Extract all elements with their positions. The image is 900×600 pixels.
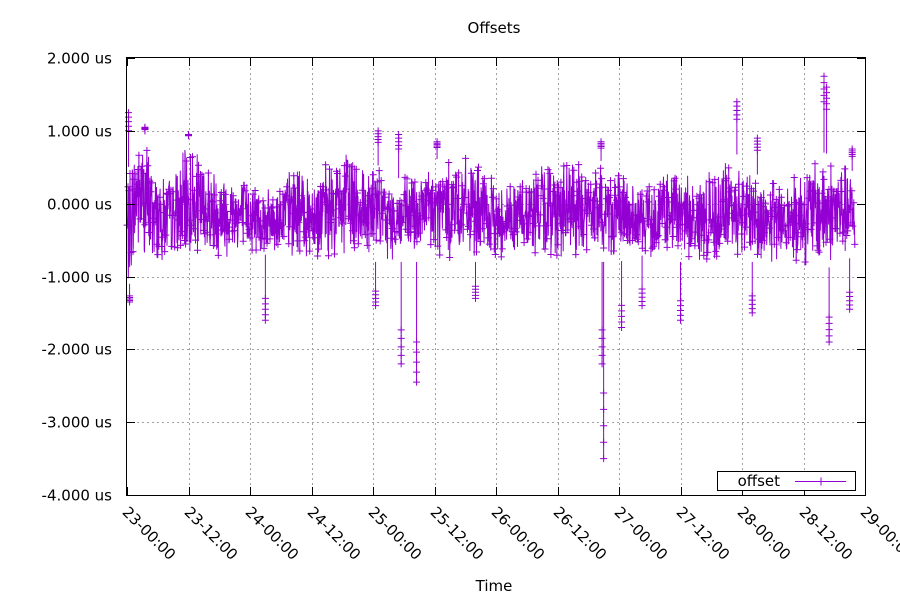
spike-marker [598,343,606,351]
spike-marker [748,292,756,300]
spike-marker [600,405,608,413]
spike-marker [126,292,134,300]
spike-marker [472,282,479,290]
spike-marker [597,144,605,152]
spike-marker [820,72,828,80]
spike-marker [141,126,149,134]
legend-sample-offset [795,477,846,486]
spike-marker [825,338,833,346]
spike-marker [413,348,421,356]
spike-marker [374,138,382,146]
spike-marker [825,332,833,340]
y-tick-label: -1.000 us [42,269,113,287]
spike-marker [372,287,380,295]
x-axis-label: Time [475,577,513,595]
spike-marker [413,338,421,346]
spike-marker [600,389,608,397]
spike-marker [397,360,405,368]
spike-marker [823,105,831,113]
y-axis: 2.000 us 1.000 us 0.000 us -1.000 us -2.000 … [42,50,865,505]
spike-marker [397,334,405,342]
spike-marker [397,326,405,334]
spike-marker [395,145,403,153]
spike-marker [846,288,854,296]
spike-marker [413,368,421,376]
spike-marker [677,297,684,305]
legend: offset [717,471,856,491]
spike-marker [185,132,192,140]
spike-marker [600,422,608,430]
spike-marker [638,285,646,293]
spike-marker [397,343,405,351]
spike-marker [825,326,833,334]
y-tick-label: 0.000 us [47,196,112,214]
spike-marker [600,438,608,446]
spike-marker [261,294,269,302]
spike-marker [618,301,626,309]
spike-marker [397,351,405,359]
spike-marker [753,146,761,154]
y-tick-label: 1.000 us [47,123,112,141]
plot-frame [126,57,866,496]
spike-marker [598,360,606,368]
spike-marker [825,313,833,321]
spike-marker [825,319,833,327]
y-tick-label: -3.000 us [42,414,113,432]
chart-title: Offsets [468,19,521,37]
y-tick-label: -2.000 us [42,341,113,359]
legend-label-offset: offset [738,472,781,490]
spike-marker [433,144,441,152]
spike-marker [733,115,741,123]
spike-marker [848,152,856,160]
legend-marker [817,477,825,486]
y-tick-label: 2.000 us [47,50,112,68]
spike-marker [598,334,606,342]
plot-data [123,72,859,463]
y-tick-label: -4.000 us [42,487,113,505]
spike-marker [600,455,608,463]
spike-marker [413,378,421,386]
spike-marker [413,358,421,366]
spike-marker [598,351,606,359]
spike-marker [820,79,828,87]
legend-box [717,471,856,491]
spike-marker [598,326,606,334]
